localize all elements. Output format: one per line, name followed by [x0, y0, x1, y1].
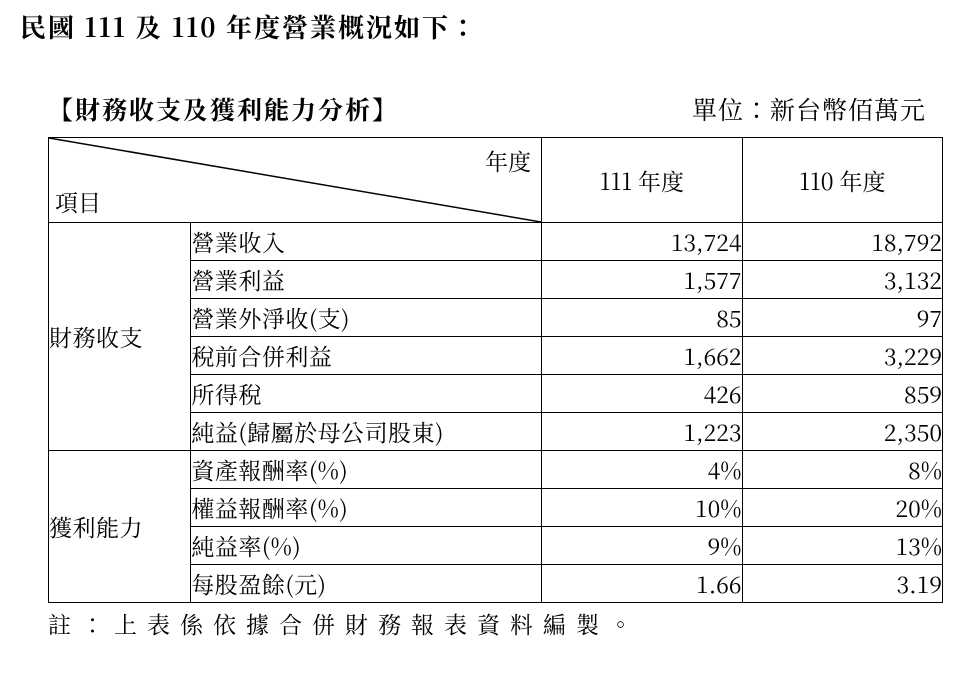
value-cell: 4% [542, 451, 742, 489]
section-title: 【財務收支及獲利能力分析】 [48, 91, 399, 127]
value-cell: 3.19 [742, 565, 942, 603]
metric-cell: 稅前合併利益 [191, 337, 542, 375]
metric-cell: 權益報酬率(%) [191, 489, 542, 527]
value-cell: 426 [542, 375, 742, 413]
subhead-row: 【財務收支及獲利能力分析】 單位：新台幣佰萬元 [48, 91, 926, 127]
financial-table: 年度 項目 111 年度 110 年度 財務收支 營業收入 13,724 18,… [48, 137, 943, 603]
unit-label: 單位：新台幣佰萬元 [692, 91, 926, 127]
value-cell: 97 [742, 299, 942, 337]
metric-cell: 營業外淨收(支) [191, 299, 542, 337]
footnote: 註：上表係依據合併財務報表資料編製。 [48, 607, 938, 640]
diagonal-line-icon [49, 138, 541, 222]
diagonal-header: 年度 項目 [49, 138, 542, 223]
value-cell: 2,350 [742, 413, 942, 451]
col-header-111: 111 年度 [542, 138, 742, 223]
value-cell: 8% [742, 451, 942, 489]
metric-cell: 所得稅 [191, 375, 542, 413]
value-cell: 1,577 [542, 261, 742, 299]
metric-cell: 純益率(%) [191, 527, 542, 565]
page-title: 民國 111 及 110 年度營業概況如下： [20, 8, 938, 45]
value-cell: 9% [542, 527, 742, 565]
category-cell: 獲利能力 [49, 451, 191, 603]
value-cell: 1,223 [542, 413, 742, 451]
value-cell: 10% [542, 489, 742, 527]
value-cell: 20% [742, 489, 942, 527]
value-cell: 85 [542, 299, 742, 337]
value-cell: 18,792 [742, 223, 942, 261]
metric-cell: 純益(歸屬於母公司股東) [191, 413, 542, 451]
value-cell: 1.66 [542, 565, 742, 603]
value-cell: 13,724 [542, 223, 742, 261]
col-header-110: 110 年度 [742, 138, 942, 223]
value-cell: 3,132 [742, 261, 942, 299]
value-cell: 3,229 [742, 337, 942, 375]
table-row: 財務收支 營業收入 13,724 18,792 [49, 223, 943, 261]
diag-label-item: 項目 [55, 185, 101, 218]
value-cell: 859 [742, 375, 942, 413]
value-cell: 1,662 [542, 337, 742, 375]
metric-cell: 營業利益 [191, 261, 542, 299]
diag-label-year: 年度 [485, 144, 531, 177]
metric-cell: 每股盈餘(元) [191, 565, 542, 603]
value-cell: 13% [742, 527, 942, 565]
metric-cell: 營業收入 [191, 223, 542, 261]
table-row: 獲利能力 資產報酬率(%) 4% 8% [49, 451, 943, 489]
metric-cell: 資產報酬率(%) [191, 451, 542, 489]
category-cell: 財務收支 [49, 223, 191, 451]
table-header-row: 年度 項目 111 年度 110 年度 [49, 138, 943, 223]
